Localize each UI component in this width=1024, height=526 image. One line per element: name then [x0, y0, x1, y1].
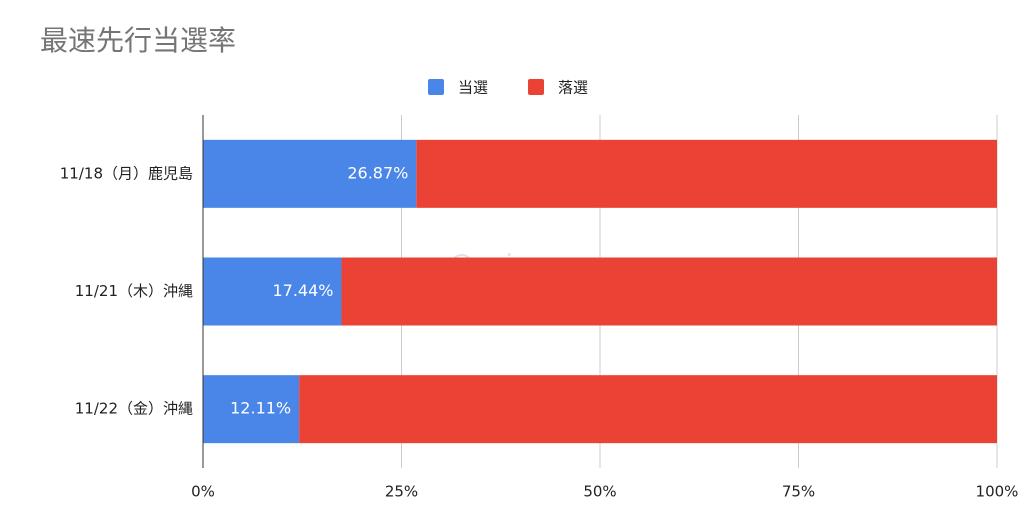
x-tick-label: 75%	[782, 483, 815, 501]
x-tick-label: 25%	[385, 483, 418, 501]
x-tick-label: 100%	[976, 483, 1019, 501]
x-tick-label: 0%	[191, 483, 215, 501]
data-label: 17.44%	[272, 281, 333, 300]
bar-segment	[203, 139, 417, 208]
bar-segment	[203, 375, 300, 444]
legend-label: 当選	[458, 79, 488, 97]
data-label: 12.11%	[230, 399, 291, 418]
bar-segment	[203, 257, 342, 326]
y-tick-label: 11/22（金）沖縄	[75, 400, 193, 418]
legend-label: 落選	[558, 79, 588, 97]
legend-swatch	[528, 79, 545, 95]
y-tick-label: 11/21（木）沖縄	[75, 282, 193, 300]
chart-title: 最速先行当選率	[40, 24, 236, 57]
bar-segment	[341, 257, 997, 326]
y-tick-label: 11/18（月）鹿児島	[60, 164, 193, 182]
bar-segment	[416, 139, 998, 208]
data-label: 26.87%	[347, 163, 408, 182]
legend-swatch	[428, 79, 444, 95]
bar-segment	[299, 375, 997, 444]
x-tick-label: 50%	[583, 483, 616, 501]
